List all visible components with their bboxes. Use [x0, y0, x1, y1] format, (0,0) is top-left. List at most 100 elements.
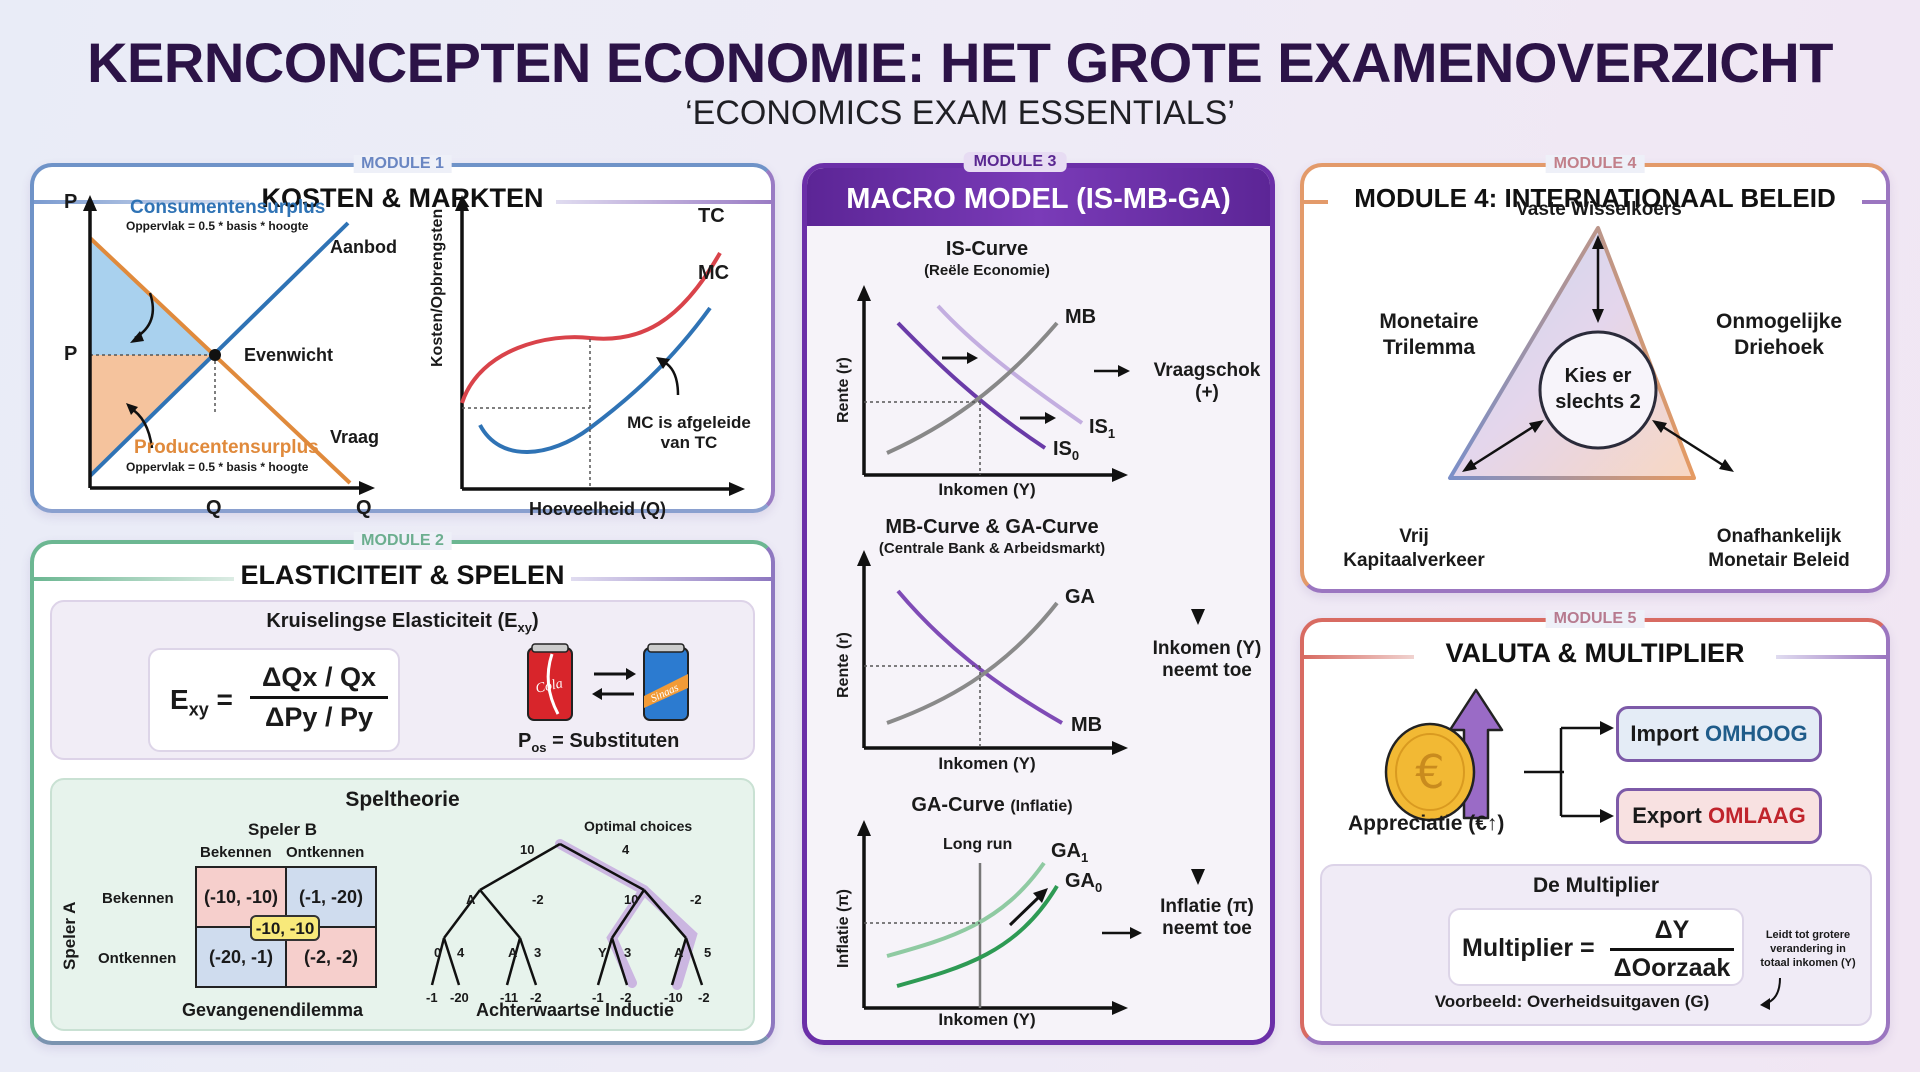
ga-curve-label: GA — [1065, 586, 1095, 608]
note-line: totaal inkomen (Y) — [1760, 957, 1856, 969]
export-down-box: Export OMLAAG — [1616, 788, 1822, 844]
import-up-box: Import OMHOOG — [1616, 706, 1822, 762]
choose-two-label: Kies er slechts 2 — [1538, 363, 1658, 415]
p-level-label: P — [64, 343, 78, 365]
tree-edge: A — [508, 945, 518, 960]
formula-lhs: Exy = — [170, 684, 233, 721]
divider — [1304, 200, 1328, 204]
denominator: ΔPy / Py — [265, 702, 373, 732]
fraction-bar — [250, 696, 388, 699]
supply-label: Aanbod — [330, 237, 397, 257]
is-curve-chart — [857, 285, 1205, 1015]
divider — [1776, 655, 1886, 659]
multiplier-fraction: ΔY ΔOorzaak — [1610, 916, 1734, 983]
module-5-card: MODULE 5 VALUTA & MULTIPLIER € Appreciat… — [1300, 610, 1890, 1045]
ga1-sub: 1 — [1081, 850, 1089, 865]
multiplier-side-note: Leidt tot grotere verandering in totaal … — [1746, 928, 1870, 970]
ga-title-small: (Inflatie) — [1010, 798, 1073, 815]
nash-equilibrium-badge: -10, -10 — [250, 915, 320, 941]
divider — [1304, 655, 1414, 659]
consumer-surplus-label: Consumentensurplus — [130, 197, 326, 218]
page-subtitle: ‘ECONOMICS EXAM ESSENTIALS’ — [685, 94, 1235, 132]
module-2-title: ELASTICITEIT & SPELEN — [240, 560, 565, 590]
tree-edge: 3 — [624, 945, 632, 960]
long-run-label: Long run — [943, 836, 1013, 853]
ga0-sub: 0 — [1095, 880, 1103, 895]
is0-sub: 0 — [1071, 448, 1080, 463]
player-a-label: Speler A — [60, 901, 79, 970]
elasticity-formula-box: Exy = ΔQx / Qx ΔPy / Py — [148, 648, 400, 752]
heading-text: Kruiselingse Elasticiteit (E — [266, 610, 518, 632]
tree-edge: 4 — [457, 945, 465, 960]
ga-chart-title: GA-Curve (Inflatie) — [867, 794, 1117, 817]
fixed-exchange-rate-label: Vaste Wisselkoers — [1516, 199, 1682, 220]
game-tree-diagram — [430, 839, 704, 990]
label-line: Kies er — [1564, 365, 1632, 387]
tree-caption: Achterwaartse Inductie — [476, 1000, 675, 1020]
tree-edge: 3 — [534, 945, 542, 960]
mb-x-axis-label: Inkomen (Y) — [938, 754, 1036, 773]
q-level-label: Q — [206, 497, 222, 519]
multiplier-heading: De Multiplier — [1532, 874, 1659, 897]
module-2-tag: MODULE 2 — [353, 532, 452, 550]
import-state: OMHOOG — [1704, 721, 1808, 746]
game-theory-heading: Speltheorie — [345, 788, 460, 811]
is1-sub: 1 — [1107, 426, 1116, 441]
p-sub: os — [531, 740, 547, 755]
mb-chart-title: MB-Curve & GA-Curve — [885, 516, 1099, 538]
label-line: slechts 2 — [1555, 391, 1641, 413]
elasticity-panel: Kruiselingse Elasticiteit (Exy) Exy = ΔQ… — [50, 600, 755, 760]
flow-line: Inflatie (π) — [1160, 896, 1254, 917]
matrix-caption: Gevangenendilemma — [182, 1000, 364, 1020]
producer-surplus-formula: Oppervlak = 0.5 * basis * hoogte — [126, 460, 309, 474]
game-theory-panel: Speltheorie Speler B Bekennen Ontkennen … — [50, 778, 755, 1031]
label-line: Driehoek — [1734, 336, 1824, 359]
module-3-tag: MODULE 3 — [963, 152, 1067, 172]
impossible-triangle-label: Onmogelijke Driehoek — [1684, 309, 1874, 361]
col-header-ontkennen: Ontkennen — [286, 844, 365, 861]
module-2-card: MODULE 2 ELASTICITEIT & SPELEN Kruiselin… — [30, 532, 775, 1045]
trilemma-triangle — [1448, 226, 1734, 480]
module-1-title: KOSTEN & MARKTEN — [261, 183, 544, 213]
is0-text: IS — [1053, 438, 1072, 460]
label-line: Monetaire — [1379, 310, 1479, 333]
multiplier-formula-box: Multiplier = ΔY ΔOorzaak — [1448, 908, 1744, 986]
cost-curves-chart — [455, 195, 745, 496]
is-chart-title: IS-Curve — [945, 238, 1029, 260]
equals: = — [216, 684, 233, 715]
module-4-tag: MODULE 4 — [1545, 155, 1645, 173]
consumer-surplus-formula: Oppervlak = 0.5 * basis * hoogte — [126, 219, 309, 233]
flow-step-inflation-up: Inflatie (π) neemt toe — [1137, 896, 1270, 940]
multiplier-panel: De Multiplier Multiplier = ΔY ΔOorzaak L… — [1320, 864, 1872, 1026]
is-y-axis-label: Rente (r) — [835, 357, 852, 423]
heading-sub: xy — [517, 620, 532, 635]
tree-edge: A — [674, 945, 684, 960]
label-line: Onmogelijke — [1715, 310, 1843, 333]
demand-label: Vraag — [330, 427, 380, 447]
numerator: ΔQx / Qx — [262, 662, 376, 692]
import-label: Import — [1630, 721, 1699, 746]
supply-demand-chart — [83, 195, 375, 495]
tree-edge: -2 — [690, 892, 702, 907]
tree-leaf: -10 — [664, 990, 683, 1005]
is1-text: IS — [1089, 416, 1108, 438]
mb-curve-label-2: MB — [1071, 714, 1103, 736]
flow-line: Inkomen (Y) — [1152, 638, 1262, 659]
multiplier-lhs: Multiplier = — [1462, 934, 1595, 962]
cost-x-axis-label: Hoeveelheid (Q) — [529, 499, 667, 519]
fraction-bar — [1610, 948, 1734, 951]
flow-line: (+) — [1195, 382, 1219, 403]
tree-leaf: -2 — [530, 990, 542, 1005]
divider — [556, 200, 771, 204]
substitutes-label: Pos = Substituten — [518, 730, 679, 755]
curved-arrow-icon — [1760, 977, 1781, 1010]
is1-curve-label: IS1 — [1089, 416, 1115, 441]
substitute-cans-illustration: Cola Sinaas — [527, 643, 689, 721]
payoff-cell: (-10, -10) — [195, 866, 287, 928]
elasticity-fraction: ΔQx / Qx ΔPy / Py — [250, 662, 388, 733]
tree-edge: 5 — [704, 945, 712, 960]
is-chart-subtitle: (Reële Economie) — [924, 262, 1050, 279]
elasticity-heading: Kruiselingse Elasticiteit (Exy) — [52, 610, 753, 635]
flow-line: neemt toe — [1162, 918, 1252, 939]
tree-leaf: -2 — [698, 990, 710, 1005]
